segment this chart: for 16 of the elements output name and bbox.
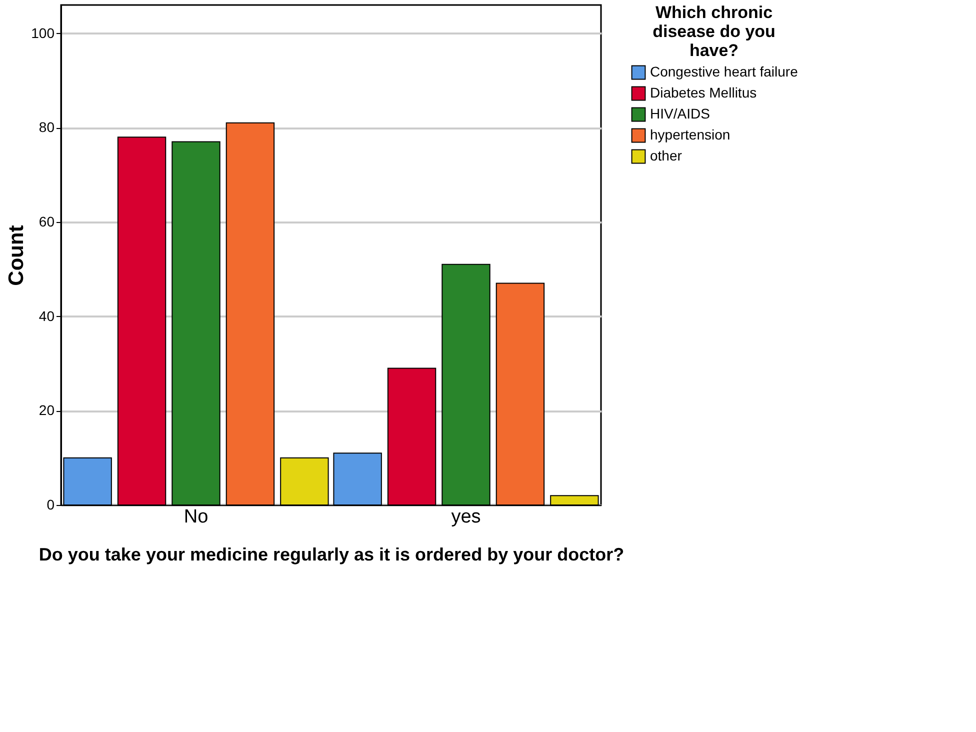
y-axis-title: Count: [5, 225, 28, 286]
y-tick-label: 80: [38, 119, 55, 136]
legend-label: other: [650, 148, 682, 164]
y-tick-label: 40: [38, 308, 55, 324]
legend-label: HIV/AIDS: [650, 106, 710, 122]
legend-label: Diabetes Mellitus: [650, 84, 757, 100]
y-tick-label: 100: [31, 24, 55, 41]
y-tick-label: 60: [38, 213, 55, 230]
x-tick-label: No: [184, 506, 208, 528]
y-tick-label: 0: [46, 496, 55, 512]
legend-title: Which chronic disease do you have?: [652, 3, 776, 60]
x-axis-title: Do you take your medicine regularly as it is ordered by your doctor?: [38, 544, 624, 564]
y-tick-label: 20: [38, 402, 55, 418]
x-tick-label: yes: [451, 506, 481, 528]
legend-label: hypertension: [650, 126, 730, 142]
legend-label: Congestive heart failure: [650, 64, 798, 80]
